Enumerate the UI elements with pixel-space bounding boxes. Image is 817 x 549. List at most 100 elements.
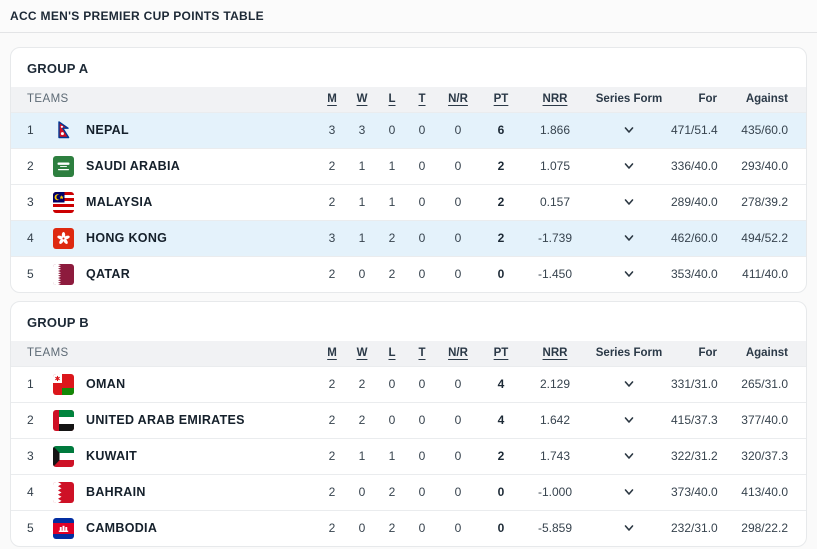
team-name: OMAN bbox=[86, 377, 126, 391]
chevron-down-icon[interactable] bbox=[621, 520, 637, 536]
series-form-expander[interactable] bbox=[587, 255, 671, 292]
chevron-down-icon[interactable] bbox=[621, 230, 637, 246]
cell-ties: 0 bbox=[407, 365, 437, 402]
rank-number: 2 bbox=[27, 159, 34, 173]
table-row-united-arab-emirates[interactable]: 2 UNITED ARAB EMIRATES 2 2 0 0 0 4 1.642… bbox=[11, 401, 806, 438]
column-header-teams: TEAMS bbox=[11, 341, 317, 366]
table-row-hong-kong[interactable]: 4 HONG KONG 3 1 2 0 0 2 -1.739 462/60.0 … bbox=[11, 219, 806, 256]
series-form-expander[interactable] bbox=[587, 401, 671, 438]
rank-number: 2 bbox=[27, 413, 34, 427]
bahrain-flag-icon bbox=[53, 482, 74, 503]
column-header-ties[interactable]: T bbox=[407, 87, 437, 112]
column-header-losses[interactable]: L bbox=[377, 341, 407, 366]
team-name: KUWAIT bbox=[86, 449, 138, 463]
qatar-flag-icon bbox=[53, 264, 74, 285]
table-row-nepal[interactable]: 1 NEPAL 3 3 0 0 0 6 1.866 471/51.4 435/6… bbox=[11, 111, 806, 148]
series-form-expander[interactable] bbox=[587, 147, 671, 184]
saudi-arabia-flag-icon bbox=[53, 156, 74, 177]
table-row-bahrain[interactable]: 4 BAHRAIN 2 0 2 0 0 0 -1.000 373/40.0 41… bbox=[11, 473, 806, 510]
cell-losses: 0 bbox=[377, 365, 407, 402]
column-header-points[interactable]: PT bbox=[479, 87, 523, 112]
series-form-expander[interactable] bbox=[587, 437, 671, 474]
column-header-nrr[interactable]: NRR bbox=[523, 87, 587, 112]
cell-points: 6 bbox=[479, 111, 523, 148]
series-form-expander[interactable] bbox=[587, 509, 671, 546]
column-header-matches[interactable]: M bbox=[317, 341, 347, 366]
column-header-series-form: Series Form bbox=[587, 87, 671, 112]
cell-points: 4 bbox=[479, 365, 523, 402]
series-form-expander[interactable] bbox=[587, 183, 671, 220]
column-header-no-result[interactable]: N/R bbox=[437, 341, 479, 366]
series-form-expander[interactable] bbox=[587, 111, 671, 148]
column-header-no-result[interactable]: N/R bbox=[437, 87, 479, 112]
cell-nrr: 1.866 bbox=[523, 111, 587, 148]
cell-nrr: 1.075 bbox=[523, 147, 587, 184]
column-header-wins[interactable]: W bbox=[347, 87, 377, 112]
series-form-expander[interactable] bbox=[587, 473, 671, 510]
chevron-down-icon[interactable] bbox=[621, 484, 637, 500]
cell-against: 494/52.2 bbox=[729, 219, 806, 256]
chevron-down-icon[interactable] bbox=[621, 412, 637, 428]
series-form-expander[interactable] bbox=[587, 365, 671, 402]
cell-matches: 2 bbox=[317, 365, 347, 402]
cell-losses: 0 bbox=[377, 111, 407, 148]
chevron-down-icon[interactable] bbox=[621, 158, 637, 174]
group-b-table: TEAMS M W L T N/R PT NRR Series Form For… bbox=[11, 341, 806, 546]
cell-matches: 2 bbox=[317, 401, 347, 438]
team-name: SAUDI ARABIA bbox=[86, 159, 181, 173]
page-title: ACC MEN'S PREMIER CUP POINTS TABLE bbox=[10, 9, 264, 23]
column-header-points[interactable]: PT bbox=[479, 341, 523, 366]
column-header-wins[interactable]: W bbox=[347, 341, 377, 366]
chevron-down-icon[interactable] bbox=[621, 448, 637, 464]
chevron-down-icon[interactable] bbox=[621, 376, 637, 392]
column-header-matches[interactable]: M bbox=[317, 87, 347, 112]
cell-wins: 2 bbox=[347, 365, 377, 402]
column-header-series-form: Series Form bbox=[587, 341, 671, 366]
cell-wins: 1 bbox=[347, 437, 377, 474]
table-row-oman[interactable]: 1 OMAN 2 2 0 0 0 4 2.129 331/31.0 265/31… bbox=[11, 365, 806, 402]
cell-points: 2 bbox=[479, 219, 523, 256]
series-form-expander[interactable] bbox=[587, 219, 671, 256]
column-header-nrr[interactable]: NRR bbox=[523, 341, 587, 366]
table-row-saudi-arabia[interactable]: 2 SAUDI ARABIA 2 1 1 0 0 2 1.075 336/40.… bbox=[11, 147, 806, 184]
table-row-malaysia[interactable]: 3 MALAYSIA 2 1 1 0 0 2 0.157 289/40.0 27… bbox=[11, 183, 806, 220]
chevron-down-icon[interactable] bbox=[621, 122, 637, 138]
team-name: BAHRAIN bbox=[86, 485, 146, 499]
cell-matches: 3 bbox=[317, 219, 347, 256]
cell-for: 415/37.3 bbox=[671, 401, 729, 438]
cell-wins: 0 bbox=[347, 473, 377, 510]
hong-kong-flag-icon bbox=[53, 228, 74, 249]
cell-no-result: 0 bbox=[437, 473, 479, 510]
table-row-qatar[interactable]: 5 QATAR 2 0 2 0 0 0 -1.450 353/40.0 411/… bbox=[11, 255, 806, 292]
cell-against: 413/40.0 bbox=[729, 473, 806, 510]
cell-losses: 1 bbox=[377, 437, 407, 474]
cell-for: 336/40.0 bbox=[671, 147, 729, 184]
cambodia-flag-icon bbox=[53, 518, 74, 539]
column-header-losses[interactable]: L bbox=[377, 87, 407, 112]
cell-ties: 0 bbox=[407, 473, 437, 510]
table-row-cambodia[interactable]: 5 CAMBODIA 2 0 2 0 0 0 -5.859 232/31.0 2… bbox=[11, 509, 806, 546]
chevron-down-icon[interactable] bbox=[621, 194, 637, 210]
cell-matches: 2 bbox=[317, 147, 347, 184]
points-table-content: GROUP A TEAMS M W L T N/R PT NRR Series … bbox=[0, 33, 817, 547]
rank-number: 5 bbox=[27, 521, 34, 536]
group-b-card: GROUP B TEAMS M W L T N/R PT NRR Series … bbox=[10, 301, 807, 547]
cell-against: 435/60.0 bbox=[729, 111, 806, 148]
cell-for: 232/31.0 bbox=[671, 509, 729, 546]
cell-nrr: 1.743 bbox=[523, 437, 587, 474]
cell-for: 322/31.2 bbox=[671, 437, 729, 474]
cell-matches: 2 bbox=[317, 255, 347, 292]
cell-nrr: 1.642 bbox=[523, 401, 587, 438]
cell-nrr: 2.129 bbox=[523, 365, 587, 402]
table-row-kuwait[interactable]: 3 KUWAIT 2 1 1 0 0 2 1.743 322/31.2 320/… bbox=[11, 437, 806, 474]
cell-matches: 2 bbox=[317, 473, 347, 510]
cell-ties: 0 bbox=[407, 255, 437, 292]
cell-for: 331/31.0 bbox=[671, 365, 729, 402]
column-header-ties[interactable]: T bbox=[407, 341, 437, 366]
cell-ties: 0 bbox=[407, 219, 437, 256]
rank-number: 4 bbox=[27, 485, 34, 499]
rank-number: 4 bbox=[27, 231, 34, 245]
team-name: CAMBODIA bbox=[86, 521, 158, 536]
group-a-card: GROUP A TEAMS M W L T N/R PT NRR Series … bbox=[10, 47, 807, 293]
chevron-down-icon[interactable] bbox=[621, 266, 637, 282]
